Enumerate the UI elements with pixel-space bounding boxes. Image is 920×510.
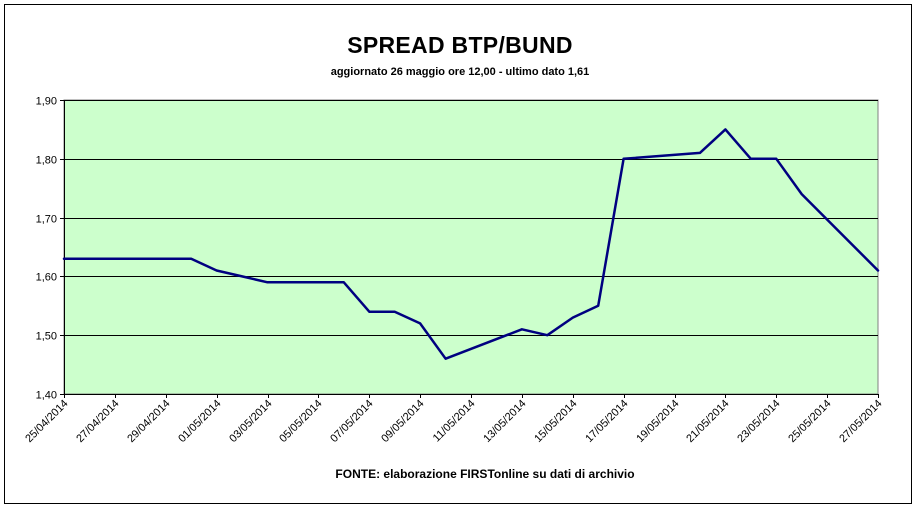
x-tick-label: 23/05/2014 (735, 398, 782, 445)
y-tick-label: 1,90 (36, 96, 57, 108)
x-tick-label: 09/05/2014 (379, 398, 426, 445)
x-tick-label: 13/05/2014 (481, 398, 528, 445)
chart-subtitle: aggiornato 26 maggio ore 12,00 - ultimo … (330, 66, 590, 78)
y-tick-label: 1,50 (36, 331, 57, 343)
x-tick-label: 03/05/2014 (227, 398, 274, 445)
x-tick-label: 19/05/2014 (634, 398, 681, 445)
x-tick-label: 15/05/2014 (532, 398, 579, 445)
x-tick-label: 25/05/2014 (786, 398, 833, 445)
y-tick-label: 1,40 (36, 390, 57, 402)
x-tick-label: 07/05/2014 (328, 398, 375, 445)
x-tick-label: 25/04/2014 (23, 398, 70, 445)
x-tick-label: 17/05/2014 (583, 398, 630, 445)
source-note: FONTE: elaborazione FIRSTonline su dati … (335, 467, 635, 481)
x-tick-label: 27/04/2014 (74, 398, 121, 445)
x-tick-label: 11/05/2014 (431, 398, 478, 445)
x-tick-label: 05/05/2014 (277, 398, 324, 445)
series-line (62, 128, 880, 360)
grid-lines (60, 100, 878, 395)
y-tick-label: 1,70 (36, 214, 57, 226)
x-tick-label: 21/05/2014 (684, 398, 731, 445)
x-tick-label: 01/05/2014 (176, 398, 223, 445)
x-tick-label: 29/04/2014 (125, 398, 172, 445)
x-tick-label: 27/05/2014 (837, 398, 884, 445)
y-tick-label: 1,60 (36, 272, 57, 284)
chart-title: SPREAD BTP/BUND (347, 32, 573, 58)
series-layer (62, 128, 880, 360)
y-tick-label: 1,80 (36, 155, 57, 167)
x-tick-labels: 25/04/2014 27/04/2014 29/04/2014 01/05/2014… (23, 394, 885, 445)
y-tick-labels: 1,40 1,50 1,60 1,70 1,80 1,90 (36, 96, 57, 402)
